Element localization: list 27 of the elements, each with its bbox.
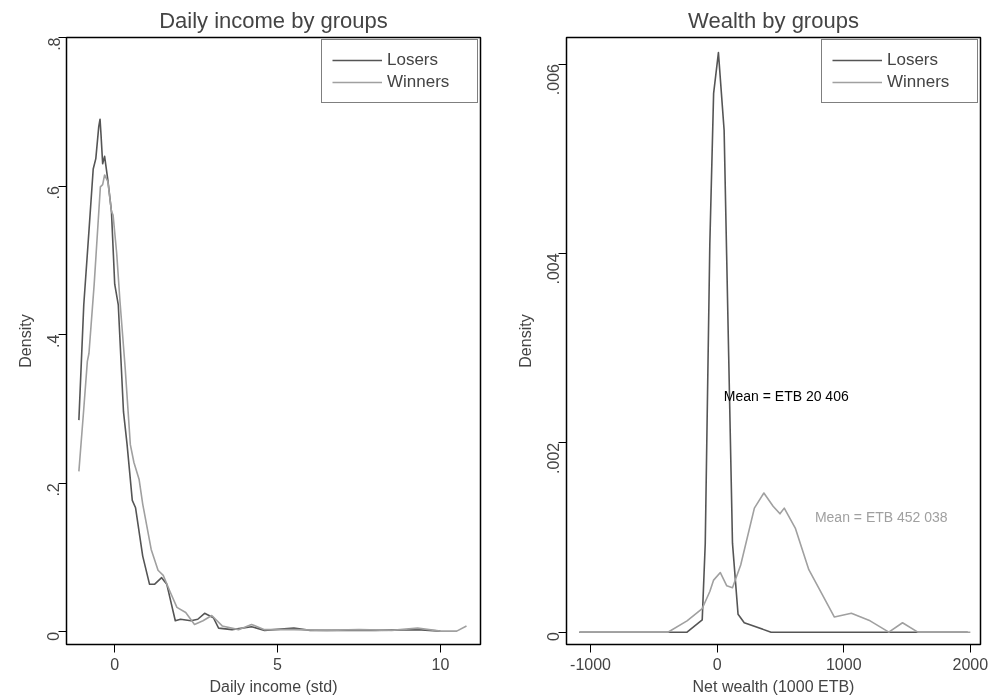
x-axis-title: Net wealth (1000 ETB) <box>692 677 855 695</box>
y-tick-label: .006 <box>545 63 563 96</box>
legend-label: Losers <box>887 50 940 70</box>
y-tick-label: .4 <box>45 334 63 349</box>
y-tick-label: .6 <box>45 185 63 200</box>
y-axis-title: Density <box>16 314 34 368</box>
y-tick-label: .2 <box>45 483 63 497</box>
x-tick-label: -1000 <box>570 655 612 673</box>
x-tick-label: 1000 <box>825 655 862 673</box>
legend-label: Winners <box>887 72 951 92</box>
x-tick-label: 10 <box>431 655 450 673</box>
x-tick-label: 5 <box>273 655 283 673</box>
x-tick-label: 0 <box>712 655 722 673</box>
chart-title: Wealth by groups <box>688 7 859 33</box>
legend-label: Losers <box>387 50 440 70</box>
x-tick-label: 2000 <box>952 655 989 673</box>
y-tick-label: .004 <box>545 253 563 285</box>
legend-label: Winners <box>387 72 451 92</box>
x-tick-label: 0 <box>110 655 120 673</box>
x-axis-title: Daily income (std) <box>209 677 338 695</box>
y-tick-label: 0 <box>545 632 563 642</box>
y-axis-title: Density <box>516 314 534 368</box>
y-tick-label: .8 <box>45 37 63 51</box>
annotation: Mean = ETB 452 038 <box>814 509 948 526</box>
y-tick-label: 0 <box>45 631 63 641</box>
chart-title: Daily income by groups <box>159 7 388 33</box>
y-tick-label: .002 <box>545 442 563 474</box>
